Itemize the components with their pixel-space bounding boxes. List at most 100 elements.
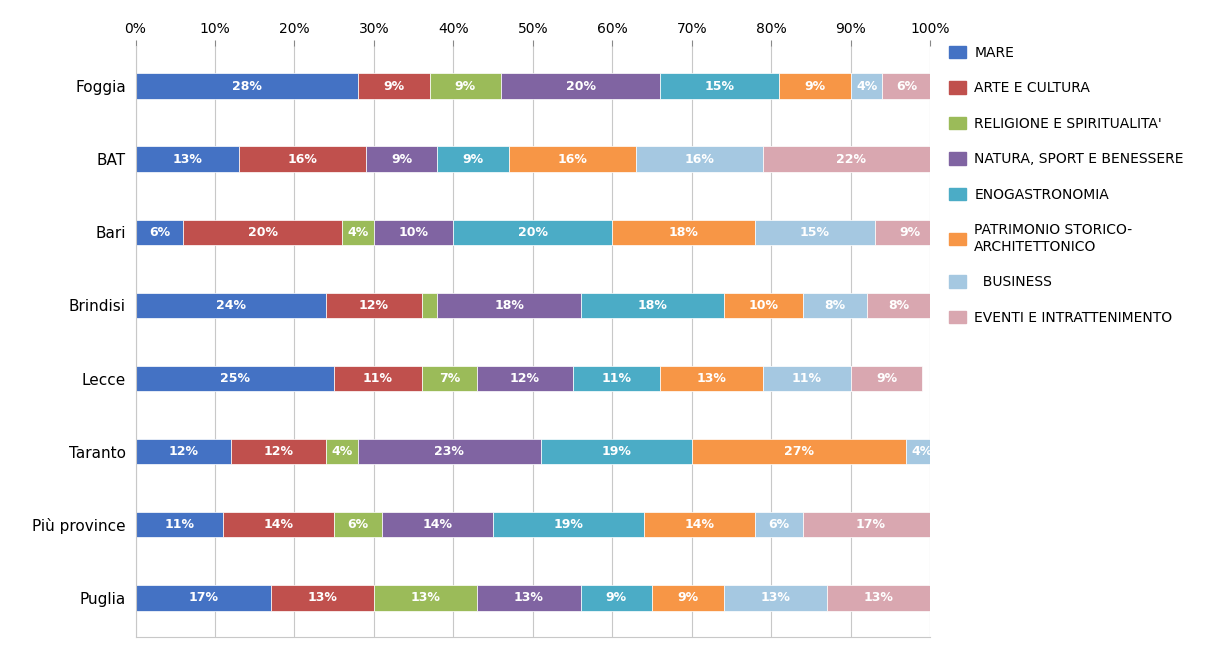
Text: 6%: 6%	[347, 518, 368, 531]
Bar	[875, 220, 946, 245]
Text: 9%: 9%	[678, 591, 699, 604]
Text: 13%: 13%	[760, 591, 790, 604]
Bar	[580, 293, 723, 318]
Bar	[136, 293, 326, 318]
Text: 16%: 16%	[558, 153, 588, 166]
Text: 13%: 13%	[697, 372, 727, 385]
Bar	[223, 512, 334, 537]
Text: 20%: 20%	[565, 80, 595, 93]
Text: 9%: 9%	[876, 372, 897, 385]
Bar	[779, 73, 851, 99]
Bar	[938, 439, 970, 464]
Bar	[477, 585, 580, 611]
Bar	[636, 147, 764, 172]
Text: 14%: 14%	[423, 518, 452, 531]
Text: 8%: 8%	[888, 299, 909, 312]
Bar	[239, 147, 366, 172]
Text: 8%: 8%	[824, 299, 845, 312]
Text: 9%: 9%	[804, 80, 825, 93]
Text: 9%: 9%	[383, 80, 404, 93]
Bar	[382, 512, 493, 537]
Bar	[326, 293, 421, 318]
Text: 27%: 27%	[784, 445, 814, 458]
Bar	[573, 366, 660, 391]
Bar	[136, 220, 184, 245]
Bar	[334, 366, 421, 391]
Bar	[375, 220, 453, 245]
Text: 14%: 14%	[264, 518, 293, 531]
Text: 24%: 24%	[216, 299, 246, 312]
Text: 13%: 13%	[410, 591, 441, 604]
Bar	[437, 293, 580, 318]
Text: 4%: 4%	[912, 445, 933, 458]
Text: 10%: 10%	[399, 226, 429, 239]
Text: 4%: 4%	[347, 226, 368, 239]
Bar	[866, 293, 930, 318]
Text: 12%: 12%	[264, 445, 293, 458]
Bar	[850, 73, 882, 99]
Bar	[334, 512, 382, 537]
Bar	[501, 73, 660, 99]
Text: 15%: 15%	[800, 226, 830, 239]
Bar	[375, 585, 477, 611]
Bar	[493, 512, 644, 537]
Text: 13%: 13%	[172, 153, 202, 166]
Text: 16%: 16%	[287, 153, 318, 166]
Bar	[755, 512, 803, 537]
Bar	[359, 73, 430, 99]
Bar	[660, 366, 764, 391]
Text: 6%: 6%	[149, 226, 170, 239]
Bar	[136, 73, 359, 99]
Text: 10%: 10%	[748, 299, 779, 312]
Bar	[850, 366, 923, 391]
Text: 14%: 14%	[685, 518, 715, 531]
Text: 18%: 18%	[669, 226, 699, 239]
Text: 9%: 9%	[463, 153, 484, 166]
Bar	[430, 73, 501, 99]
Text: 13%: 13%	[514, 591, 543, 604]
Bar	[421, 293, 437, 318]
Text: 9%: 9%	[392, 153, 413, 166]
Text: 11%: 11%	[601, 372, 631, 385]
Bar	[612, 220, 755, 245]
Text: 15%: 15%	[705, 80, 734, 93]
Bar	[827, 585, 930, 611]
Text: 9%: 9%	[899, 226, 920, 239]
Text: 18%: 18%	[494, 299, 524, 312]
Text: 19%: 19%	[601, 445, 631, 458]
Text: 16%: 16%	[685, 153, 715, 166]
Text: 4%: 4%	[856, 80, 877, 93]
Bar	[477, 366, 573, 391]
Bar	[803, 512, 938, 537]
Bar	[359, 439, 541, 464]
Text: 25%: 25%	[219, 372, 250, 385]
Bar	[136, 585, 271, 611]
Text: 9%: 9%	[455, 80, 476, 93]
Text: 18%: 18%	[637, 299, 667, 312]
Text: 13%: 13%	[307, 591, 338, 604]
Text: 20%: 20%	[517, 226, 548, 239]
Bar	[723, 293, 803, 318]
Text: 23%: 23%	[435, 445, 464, 458]
Bar	[755, 220, 875, 245]
Bar	[580, 585, 652, 611]
Bar	[764, 147, 938, 172]
Bar	[342, 220, 375, 245]
Bar	[136, 439, 230, 464]
Legend: MARE, ARTE E CULTURA, RELIGIONE E SPIRITUALITA', NATURA, SPORT E BENESSERE, ENOG: MARE, ARTE E CULTURA, RELIGIONE E SPIRIT…	[945, 42, 1188, 329]
Bar	[692, 439, 907, 464]
Bar	[509, 147, 636, 172]
Bar	[136, 147, 239, 172]
Bar	[882, 73, 930, 99]
Text: 12%: 12%	[169, 445, 198, 458]
Text: 17%: 17%	[188, 591, 218, 604]
Text: 22%: 22%	[835, 153, 866, 166]
Text: 12%: 12%	[510, 372, 540, 385]
Text: 28%: 28%	[232, 80, 261, 93]
Text: 19%: 19%	[553, 518, 584, 531]
Text: 6%: 6%	[769, 518, 790, 531]
Bar	[437, 147, 509, 172]
Bar	[453, 220, 612, 245]
Bar	[230, 439, 326, 464]
Text: 11%: 11%	[164, 518, 195, 531]
